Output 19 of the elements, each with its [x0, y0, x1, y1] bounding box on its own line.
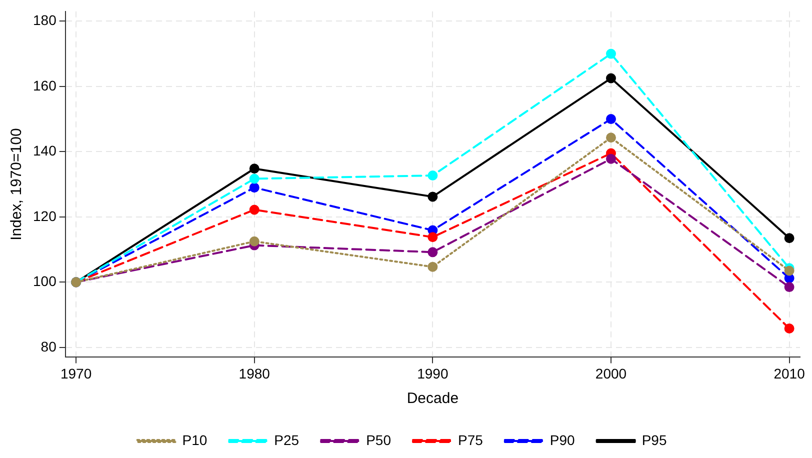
x-tick-label: 1980 [238, 365, 270, 382]
y-tick-label: 140 [33, 142, 57, 159]
x-tick-label: 1990 [417, 365, 448, 382]
x-axis-title: Decade [406, 390, 459, 408]
legend-label: P75 [458, 432, 484, 448]
y-tick-label: 80 [40, 338, 57, 354]
x-tick-label: 2000 [595, 365, 627, 382]
y-tick-label: 160 [33, 77, 57, 94]
legend-label: P95 [642, 432, 667, 448]
legend-label: P90 [550, 432, 576, 448]
y-axis-title: Index, 1970=100 [8, 128, 26, 240]
legend-label: P10 [182, 432, 208, 448]
y-tick-label: 100 [33, 273, 57, 290]
x-tick-label: 1970 [60, 365, 92, 382]
x-tick-label: 2010 [774, 365, 806, 382]
legend-label: P25 [274, 432, 300, 448]
legend-label: P50 [366, 432, 392, 448]
y-tick-label: 120 [33, 208, 57, 224]
y-tick-label: 180 [33, 12, 57, 28]
